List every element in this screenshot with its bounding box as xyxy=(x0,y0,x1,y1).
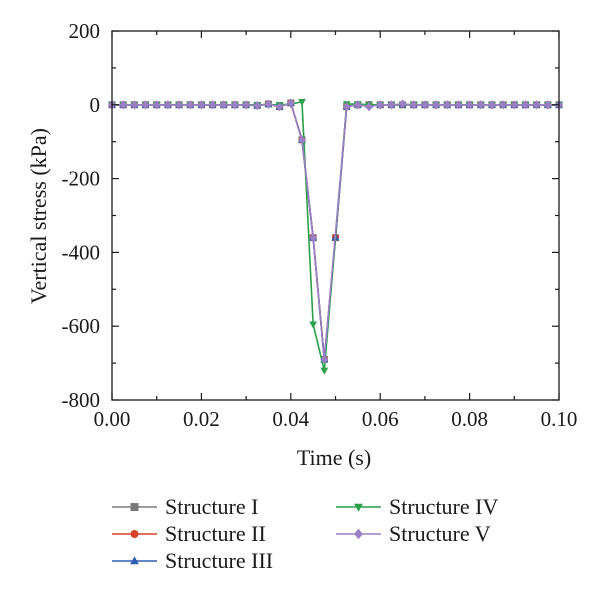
legend-item: Structure I xyxy=(112,494,258,519)
x-tick-label: 0.10 xyxy=(541,407,578,431)
legend-item: Structure III xyxy=(112,548,273,573)
data-point xyxy=(398,99,407,109)
data-point xyxy=(264,99,273,109)
data-point xyxy=(488,100,496,110)
legend-item: Structure IV xyxy=(336,494,498,519)
legend-label: Structure I xyxy=(165,494,258,519)
data-point xyxy=(119,100,128,110)
data-point xyxy=(443,100,452,110)
y-tick-label: 0 xyxy=(90,93,101,117)
data-point xyxy=(298,135,306,145)
y-tick-label: -400 xyxy=(62,240,101,264)
data-point xyxy=(208,100,217,110)
data-point xyxy=(499,100,507,110)
legend-marker xyxy=(130,503,139,511)
data-point xyxy=(510,100,519,110)
data-point xyxy=(242,100,250,110)
data-point xyxy=(476,100,485,110)
y-tick-label: -600 xyxy=(62,314,101,338)
data-point xyxy=(186,100,195,110)
legend-label: Structure V xyxy=(389,521,491,546)
legend-label: Structure IV xyxy=(389,494,498,519)
data-point xyxy=(175,100,183,110)
data-point xyxy=(275,102,284,112)
legend-label: Structure II xyxy=(165,521,266,546)
data-point xyxy=(365,102,373,112)
data-point xyxy=(387,100,396,110)
y-tick-label: -200 xyxy=(62,167,101,191)
data-point xyxy=(219,100,228,110)
y-tick-label: -800 xyxy=(62,388,101,412)
data-point xyxy=(454,100,463,110)
data-point xyxy=(543,100,552,110)
x-axis-title: Time (s) xyxy=(297,445,371,470)
data-point xyxy=(130,100,139,110)
data-point xyxy=(354,100,362,110)
data-point xyxy=(409,100,418,110)
y-tick-label: 200 xyxy=(69,19,101,43)
data-point xyxy=(532,100,541,110)
data-point xyxy=(521,100,530,110)
x-tick-label: 0.08 xyxy=(451,407,488,431)
legend-marker xyxy=(130,530,139,538)
y-axis-title: Vertical stress (kPa) xyxy=(26,128,51,304)
x-tick-label: 0.04 xyxy=(272,407,309,431)
series-5 xyxy=(108,98,563,364)
legend-marker xyxy=(354,528,363,540)
legend-label: Structure III xyxy=(165,548,273,573)
data-point xyxy=(152,100,161,110)
data-point xyxy=(309,233,317,243)
series-line xyxy=(112,102,559,361)
data-point xyxy=(421,100,429,110)
legend-item: Structure V xyxy=(336,521,491,546)
data-point xyxy=(298,99,306,107)
data-point xyxy=(432,100,440,110)
data-point xyxy=(465,100,474,110)
data-point xyxy=(342,102,351,112)
data-point xyxy=(286,98,295,108)
legend-item: Structure II xyxy=(112,521,266,546)
data-point xyxy=(164,100,172,110)
data-point xyxy=(376,100,385,110)
data-point xyxy=(141,100,150,110)
data-point xyxy=(320,367,329,375)
data-point xyxy=(309,321,317,329)
data-point xyxy=(320,354,329,364)
data-point xyxy=(231,100,239,110)
x-tick-label: 0.02 xyxy=(183,407,220,431)
series-layer xyxy=(108,98,563,375)
legend-marker xyxy=(130,556,139,565)
ticks-layer: 0.00 0.02 0.04 0.06 0.08 0.10 200 0 -200 -400 -600… xyxy=(62,19,578,431)
legend-marker xyxy=(354,503,363,512)
x-tick-label: 0.00 xyxy=(94,407,131,431)
x-tick-label: 0.06 xyxy=(362,407,399,431)
plot-frame xyxy=(111,30,560,401)
data-point xyxy=(253,100,262,111)
data-point xyxy=(197,100,206,110)
